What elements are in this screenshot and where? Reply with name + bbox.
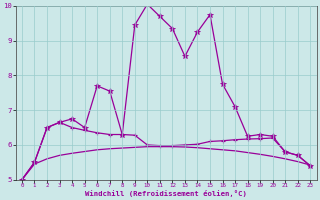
- X-axis label: Windchill (Refroidissement éolien,°C): Windchill (Refroidissement éolien,°C): [85, 190, 247, 197]
